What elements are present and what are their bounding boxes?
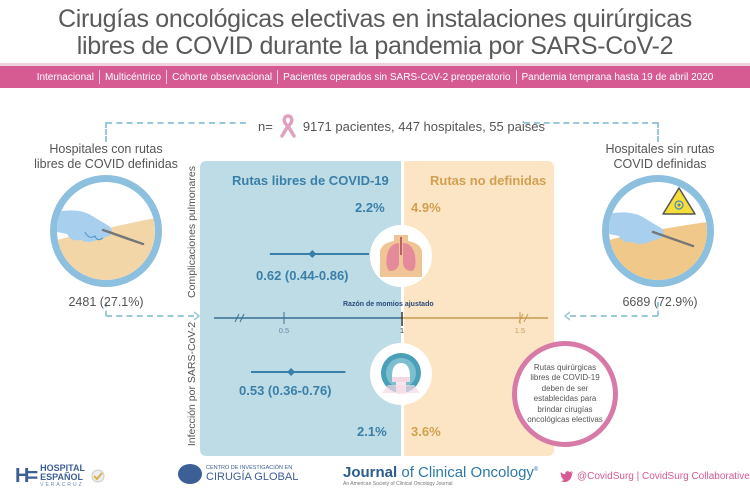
surgery-illustration [50, 175, 162, 287]
connector-top-left-down [105, 122, 107, 142]
ct-scanner-icon-circle [370, 343, 432, 405]
jco-bold: Journal [343, 464, 398, 481]
jco-reg: ® [533, 467, 539, 473]
banner-separator [98, 70, 100, 84]
covid-free-panel [200, 161, 401, 456]
axis-break-mark [523, 313, 529, 323]
conclusion-message: Rutas quirúrgicas libres de COVID-19 deb… [512, 341, 618, 447]
connector-bottom-left [105, 302, 107, 316]
cig-logo-big: CIRUGÍA GLOBAL [206, 471, 299, 483]
social-text: @CovidSurg | CovidSurg Collaborative [577, 471, 750, 482]
he-logo-line2: ESPAÑOL [40, 472, 83, 482]
banner-item: Multicéntrico [104, 71, 162, 83]
pulmonary-point-estimate [308, 250, 317, 258]
undefined-routes-header: Rutas no definidas [430, 173, 547, 188]
outcome-label-pulmonary: Complicaciones pulmonares [186, 166, 198, 298]
pulmonary-covid-free-pct: 2.2% [355, 200, 385, 215]
he-logo-line3: VERACRUZ [40, 482, 84, 488]
infection-odds-ratio: 0.53 (0.36-0.76) [239, 383, 332, 398]
biohazard-warning-icon [662, 187, 696, 215]
lungs-icon [380, 235, 422, 277]
hospitals-undefined-label-line2: COVID definidas [613, 157, 707, 171]
banner-separator [166, 70, 168, 84]
connector-bottom-right [657, 302, 659, 316]
jco-logo: Journal of Clinical Oncology® An America… [343, 464, 538, 487]
axis-tick-label: 1.5 [515, 326, 525, 335]
sample-size: n= 9171 pacientes, 447 hospitales, 55 pa… [258, 114, 545, 138]
hospitals-defined-label-line2: libres de COVID definidas [34, 157, 178, 171]
hospitals-defined-label: Hospitales con rutas libres de COVID def… [26, 142, 186, 172]
seal-icon [91, 469, 105, 483]
connector-bottom-right-left [570, 315, 658, 317]
axis-tick-label: 0.5 [279, 326, 289, 335]
gloved-hand-scalpel-icon [609, 187, 707, 280]
cirugia-global-logo: CENTRO DE INVESTIGACIÓN EN CIRUGÍA GLOBA… [178, 464, 298, 484]
jco-rest: of Clinical Oncology [397, 464, 534, 481]
banner-divider [0, 63, 750, 66]
pink-ribbon-icon [280, 114, 296, 138]
connector-top-right-down [657, 122, 659, 142]
ct-scanner-icon [381, 353, 421, 394]
conclusion-text: Rutas quirúrgicas libres de COVID-19 deb… [527, 362, 603, 425]
cirugia-global-mark-icon [178, 464, 202, 484]
axis-tick-label: 1 [400, 326, 404, 335]
axis-break-mark [239, 313, 245, 323]
social-handle[interactable]: @CovidSurg | CovidSurg Collaborative [560, 471, 750, 482]
title-line-1: Cirugías oncológicas electivas en instal… [57, 5, 693, 33]
hospitals-undefined-label: Hospitales sin rutas COVID definidas [580, 142, 740, 172]
arrow-left-icon [563, 311, 571, 321]
infection-covid-free-pct: 2.1% [357, 424, 387, 439]
banner-item: Internacional [36, 71, 94, 83]
connector-top-left [106, 122, 246, 124]
sample-prefix: n= [258, 118, 273, 134]
axis-break-mark [234, 313, 240, 323]
hospitals-undefined-label-line1: Hospitales sin rutas [605, 142, 715, 156]
pulmonary-odds-ratio: 0.62 (0.44-0.86) [256, 268, 349, 283]
banner-separator [277, 70, 279, 84]
pulmonary-undefined-pct: 4.9% [411, 200, 441, 215]
infection-undefined-pct: 3.6% [411, 424, 441, 439]
forest-plot: 0.5 1 1.5 [214, 250, 548, 376]
banner-item: Pandemia temprana hasta 19 de abril 2020 [521, 71, 714, 83]
study-features-banner: Internacional Multicéntrico Cohorte obse… [0, 66, 750, 88]
hospitals-undefined-count: 6689 (72.9%) [622, 295, 698, 309]
infographic-title: Cirugías oncológicas electivas en instal… [0, 6, 750, 60]
banner-item: Cohorte observacional [172, 71, 273, 83]
banner-separator [515, 70, 517, 84]
hospital-espanol-logo: H= HOSPITAL ESPAÑOL VERACRUZ [15, 464, 106, 488]
lungs-icon-circle [370, 225, 432, 287]
connector-top-right [524, 122, 658, 124]
he-logo-mark-icon: H= [15, 464, 38, 487]
sample-text: 9171 pacientes, 447 hospitales, 55 paise… [302, 118, 545, 134]
jco-subtitle: An American Society of Clinical Oncology… [343, 481, 453, 487]
arrow-right-icon [193, 311, 201, 321]
axis-label: Razón de momios ajustado [343, 301, 434, 308]
title-line-2: libres de COVID durante la pandemia por … [76, 32, 674, 60]
infection-point-estimate [287, 368, 296, 376]
surgery-illustration-warning [602, 175, 714, 287]
connector-bottom-left-right [106, 315, 194, 317]
gloved-hand-scalpel-icon [57, 210, 155, 280]
twitter-icon [560, 471, 574, 482]
he-logo-line1: HOSPITAL [40, 463, 85, 473]
cig-logo-small: CENTRO DE INVESTIGACIÓN EN [206, 465, 293, 471]
covid-free-header: Rutas libres de COVID-19 [232, 173, 389, 188]
hospitals-defined-label-line1: Hospitales con rutas [49, 142, 163, 156]
banner-item: Pacientes operados sin SARS-CoV-2 preope… [283, 71, 511, 83]
footer: H= HOSPITAL ESPAÑOL VERACRUZ CENTRO DE I… [0, 460, 750, 494]
outcome-label-infection: Infección por SARS-CoV-2 [186, 321, 198, 447]
hospitals-defined-count: 2481 (27.1%) [68, 295, 144, 309]
